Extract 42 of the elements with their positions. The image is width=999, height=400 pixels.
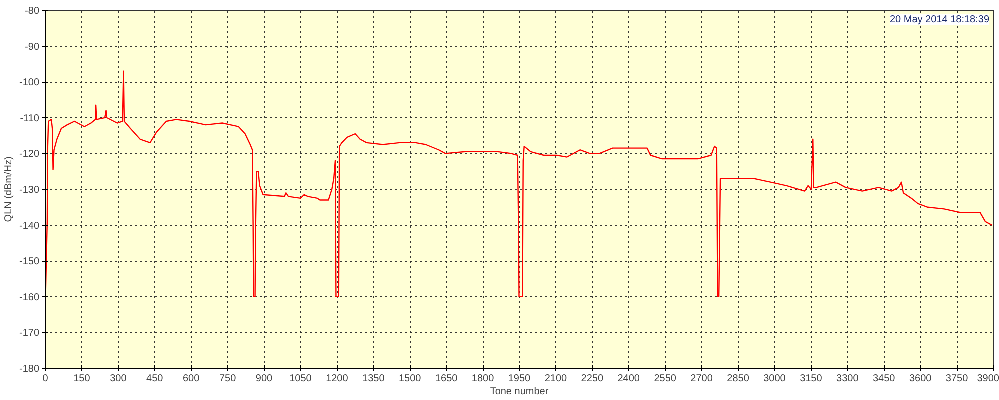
y-tick-label: -90	[25, 42, 40, 53]
x-tick-label: 600	[183, 374, 200, 384]
x-tick-label: 3150	[800, 374, 823, 384]
x-tick-label: 3300	[836, 374, 860, 384]
y-tick-label: -140	[19, 220, 40, 232]
x-tick-label: 1500	[398, 374, 422, 384]
x-tick-label: 2100	[544, 374, 568, 384]
x-tick-label: 1650	[435, 374, 458, 384]
y-tick-label: -130	[19, 185, 40, 196]
y-tick-label: -100	[19, 78, 40, 89]
x-tick-label: 3600	[909, 374, 932, 384]
annotation: 20 May 2014 18:18:39	[890, 14, 990, 26]
x-tick-label: 2550	[654, 374, 677, 384]
y-tick-label: -180	[19, 364, 40, 375]
y-tick-label: -80	[25, 6, 40, 17]
x-tick-label: 0	[42, 374, 49, 384]
x-tick-label: 1050	[290, 374, 312, 384]
x-axis-title: Tone number	[490, 386, 550, 398]
x-tick-label: 300	[110, 374, 128, 384]
x-tick-label: 1800	[472, 374, 495, 384]
y-tick-label: -110	[20, 113, 40, 124]
x-tick-label: 3900	[977, 374, 999, 384]
x-tick-label: 2250	[581, 374, 604, 384]
y-axis-title: QLN (dBm/Hz)	[3, 156, 14, 222]
y-tick-label: -150	[19, 256, 40, 268]
x-tick-label: 1200	[326, 374, 349, 384]
x-tick-label: 3750	[946, 374, 969, 384]
x-tick-label: 750	[219, 374, 237, 384]
y-tick-label: -120	[19, 149, 40, 160]
x-tick-label: 1950	[508, 374, 532, 384]
x-tick-label: 2700	[690, 374, 714, 384]
x-tick-label: 3450	[872, 374, 896, 384]
y-tick-label: -160	[19, 292, 40, 304]
line-series	[46, 70, 993, 298]
x-tick-label: 2850	[727, 374, 750, 384]
x-tick-label: 450	[146, 374, 164, 384]
x-tick-label: 150	[74, 374, 91, 384]
y-tick-label: -170	[19, 328, 40, 340]
x-tick-label: 900	[256, 374, 274, 384]
x-tick-label: 2400	[618, 374, 640, 384]
x-tick-label: 1350	[362, 374, 386, 384]
x-tick-label: 3000	[764, 374, 786, 384]
